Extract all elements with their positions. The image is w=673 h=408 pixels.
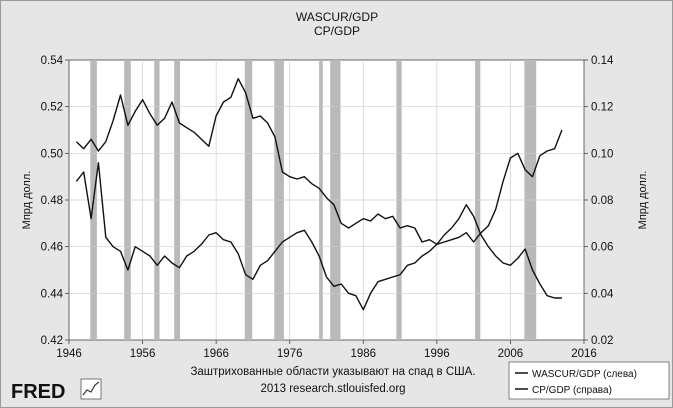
x-tick-label: 1946 (56, 348, 82, 360)
x-tick-label: 1996 (424, 348, 450, 360)
recession-note: Заштрихованные области указывают на спад… (190, 366, 475, 378)
fred-logo-chart-icon (80, 378, 102, 400)
y-axis-left-label: Мпрд долл. (21, 171, 33, 230)
y-left-tick-label: 0.52 (41, 102, 63, 114)
plot-area (68, 59, 585, 341)
y-left-tick-label: 0.54 (41, 55, 64, 67)
y-left-tick-label: 0.46 (41, 242, 63, 254)
y-left-tick-label: 0.42 (41, 335, 63, 347)
x-tick-label: 2016 (571, 348, 597, 360)
legend-box (508, 361, 670, 400)
y-right-tick-label: 0.10 (591, 148, 613, 160)
x-tick-label: 1976 (277, 348, 303, 360)
y-left-tick-label: 0.44 (41, 288, 64, 300)
legend-label-wascur: WASCUR/GDP (слева) (532, 369, 637, 380)
fred-logo-text: FRED (11, 381, 65, 403)
y-left-tick-label: 0.50 (41, 148, 63, 160)
legend-label-cp: CP/GDP (справа) (532, 385, 612, 396)
chart-subtitle: CP/GDP (314, 24, 360, 38)
y-right-tick-label: 0.14 (591, 55, 614, 67)
y-axis-right-ticks: 0.02 0.04 0.06 0.08 0.10 0.12 0.14 (584, 55, 614, 347)
fred-logo: FRED (11, 378, 102, 403)
y-right-tick-label: 0.04 (591, 288, 614, 300)
x-tick-label: 2006 (498, 348, 524, 360)
y-right-tick-label: 0.12 (591, 102, 613, 114)
series-line-cp-gdp (75, 129, 563, 311)
legend: WASCUR/GDP (слева) CP/GDP (справа) (508, 361, 670, 400)
y-right-tick-label: 0.06 (591, 242, 613, 254)
x-tick-label: 1986 (350, 348, 376, 360)
gridlines (69, 60, 584, 340)
y-axis-right-label: Мпрд долл. (637, 171, 649, 230)
y-axis-left-ticks: 0.42 0.44 0.46 0.48 0.50 0.52 0.54 (41, 55, 69, 347)
y-right-tick-label: 0.02 (591, 335, 613, 347)
x-tick-label: 1966 (203, 348, 229, 360)
series-line-wascur-gdp (75, 77, 562, 299)
source-note: 2013 research.stlouisfed.org (260, 383, 405, 395)
y-right-tick-label: 0.08 (591, 195, 613, 207)
x-tick-label: 1956 (130, 348, 156, 360)
x-axis-ticks: 1946 1956 1966 1976 1986 1996 2006 2016 (56, 340, 597, 360)
y-left-tick-label: 0.48 (41, 195, 63, 207)
chart-title: WASCUR/GDP (296, 10, 378, 24)
series-lines (75, 77, 563, 311)
